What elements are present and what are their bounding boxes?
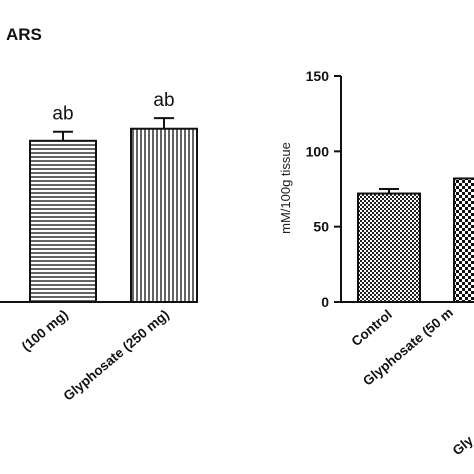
- right-y-tick-label-1: 50: [313, 219, 329, 235]
- left-annotation-1: ab: [153, 90, 174, 111]
- right-y-tick-label-3: 150: [306, 68, 330, 84]
- right-bar-1: [453, 177, 474, 304]
- left-bar-1: [130, 127, 198, 303]
- right-category-label-2: Gly: [450, 432, 474, 458]
- right-category-label-0: Control: [349, 307, 395, 349]
- left-annotation-0: ab: [52, 104, 73, 125]
- left-bar-0: [29, 139, 97, 303]
- left-category-label-0: (100 mg): [19, 307, 71, 354]
- right-y-axis-label: mM/100g tissue: [278, 142, 293, 234]
- left-category-label-1: Glyphosate (250 mg): [61, 307, 172, 404]
- left-chart-title: ARS: [6, 25, 42, 44]
- right-bar-0: [357, 192, 421, 304]
- right-y-tick-label-0: 0: [321, 294, 329, 310]
- right-y-tick-label-2: 100: [306, 143, 330, 159]
- left-chart: ARS ab ab (100 mg)Glyphosate (250 mg): [0, 25, 198, 404]
